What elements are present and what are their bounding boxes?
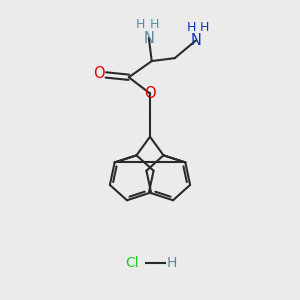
Text: H: H (167, 256, 177, 270)
Text: H: H (136, 18, 145, 32)
Text: O: O (144, 86, 156, 101)
Text: Cl: Cl (125, 256, 139, 270)
Text: N: N (143, 31, 154, 46)
Text: H: H (200, 21, 209, 34)
Text: O: O (94, 66, 105, 81)
Text: H: H (149, 18, 159, 32)
Text: H: H (187, 21, 196, 34)
Text: N: N (190, 33, 201, 48)
